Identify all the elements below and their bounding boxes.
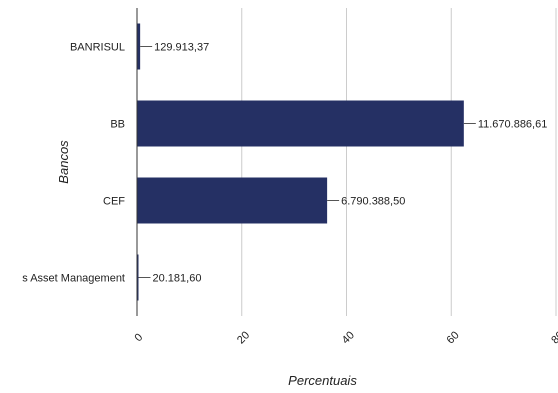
x-tick-label: 60: [445, 329, 462, 346]
category-label: BANRISUL: [70, 42, 125, 54]
bar: [137, 177, 328, 224]
bar: [137, 100, 464, 147]
data-label: 129.913,37: [154, 42, 209, 54]
x-tick-label: 20: [235, 329, 252, 346]
bars: [137, 23, 464, 301]
leader-lines: [138, 46, 476, 278]
bar: [137, 23, 141, 70]
x-tick-label: 80: [549, 329, 558, 346]
data-label: 11.670.886,61: [478, 119, 548, 131]
x-axis-title: Percentuais: [288, 373, 357, 388]
gridlines: [241, 8, 557, 316]
x-tick-label: 0: [132, 331, 145, 344]
bar: [137, 254, 139, 301]
category-labels: BANRISUL BB CEF s Asset Management: [22, 42, 125, 285]
x-tick-labels: 0 20 40 60 80: [132, 329, 558, 346]
data-label: 20.181,60: [153, 273, 202, 285]
y-axis-title: Bancos: [56, 140, 71, 184]
category-label: CEF: [103, 196, 125, 208]
data-labels: 129.913,37 11.670.886,61 6.790.388,50 20.18…: [153, 42, 548, 285]
category-label: BB: [110, 119, 125, 131]
category-label: s Asset Management: [22, 273, 125, 285]
data-label: 6.790.388,50: [341, 196, 405, 208]
x-tick-label: 40: [340, 329, 357, 346]
